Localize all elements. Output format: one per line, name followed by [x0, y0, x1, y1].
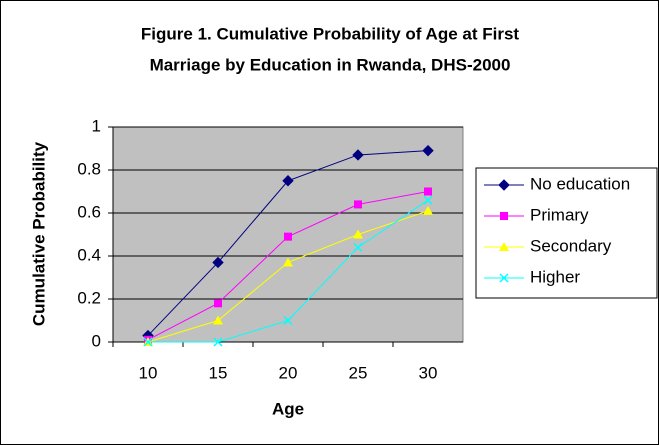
legend-marker	[499, 242, 509, 251]
marker	[423, 205, 433, 215]
legend-label: Higher	[530, 267, 580, 286]
legend-label: No education	[530, 174, 630, 193]
marker	[352, 149, 364, 161]
marker	[354, 200, 362, 209]
x-tick-label: 15	[209, 363, 228, 382]
y-tick-label: 1	[92, 116, 101, 135]
marker	[213, 337, 223, 347]
chart-title: Figure 1. Cumulative Probability of Age …	[141, 24, 519, 43]
x-tick-label: 30	[419, 363, 438, 382]
x-tick-label: 25	[349, 363, 368, 382]
y-tick-label: 0.4	[77, 245, 101, 264]
y-tick-label: 0.2	[77, 288, 101, 307]
marker	[423, 195, 433, 205]
legend-label: Secondary	[530, 236, 612, 255]
marker	[353, 229, 363, 239]
y-axis-label: Cumulative Probability	[29, 141, 48, 326]
marker	[213, 315, 223, 325]
marker	[353, 242, 363, 252]
legend-marker	[498, 179, 510, 191]
legend-marker	[499, 273, 509, 283]
chart-title: Marriage by Education in Rwanda, DHS-200…	[150, 55, 511, 74]
y-tick-label: 0.6	[77, 202, 101, 221]
y-tick-label: 0.8	[77, 159, 101, 178]
legend-label: Primary	[530, 205, 589, 224]
marker	[214, 299, 222, 308]
legend-marker	[500, 212, 508, 220]
x-axis-label: Age	[272, 399, 304, 418]
marker	[143, 337, 153, 347]
y-tick-label: 0	[92, 331, 101, 350]
marker	[283, 315, 293, 326]
marker	[424, 187, 432, 196]
marker	[212, 256, 224, 269]
marker	[284, 232, 292, 241]
x-tick-label: 10	[139, 363, 158, 382]
marker	[282, 175, 294, 187]
marker	[422, 144, 434, 157]
x-tick-label: 20	[279, 363, 298, 382]
marker	[283, 257, 293, 267]
